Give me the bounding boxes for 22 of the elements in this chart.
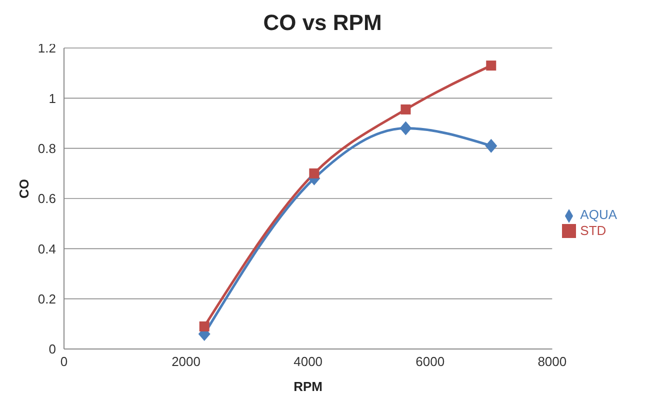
point [199, 321, 210, 332]
point [400, 104, 411, 114]
y-tick-label: 0 [48, 342, 56, 357]
point [485, 138, 498, 153]
x-axis-title: RPM [294, 379, 323, 394]
y-tick-label: 0.8 [38, 140, 56, 156]
legend-label: AQUA [580, 206, 617, 222]
y-axis-title: CO [16, 179, 32, 198]
x-tick-label: 2000 [172, 354, 200, 370]
y-tick-label: 1 [48, 90, 56, 106]
x-tick-label: 0 [60, 354, 68, 370]
x-tick-label: 4000 [294, 354, 323, 370]
point [309, 168, 320, 178]
x-tick-label: 8000 [538, 354, 567, 370]
point [400, 121, 412, 136]
y-tick-label: 0.4 [38, 241, 56, 256]
chart-title: CO vs RPM [263, 10, 382, 35]
y-tick-label: 0.6 [38, 191, 56, 206]
legend-label: STD [580, 222, 606, 238]
x-tick-label: 6000 [416, 354, 445, 370]
point [486, 60, 496, 71]
y-tick-label: 0.2 [38, 291, 56, 306]
